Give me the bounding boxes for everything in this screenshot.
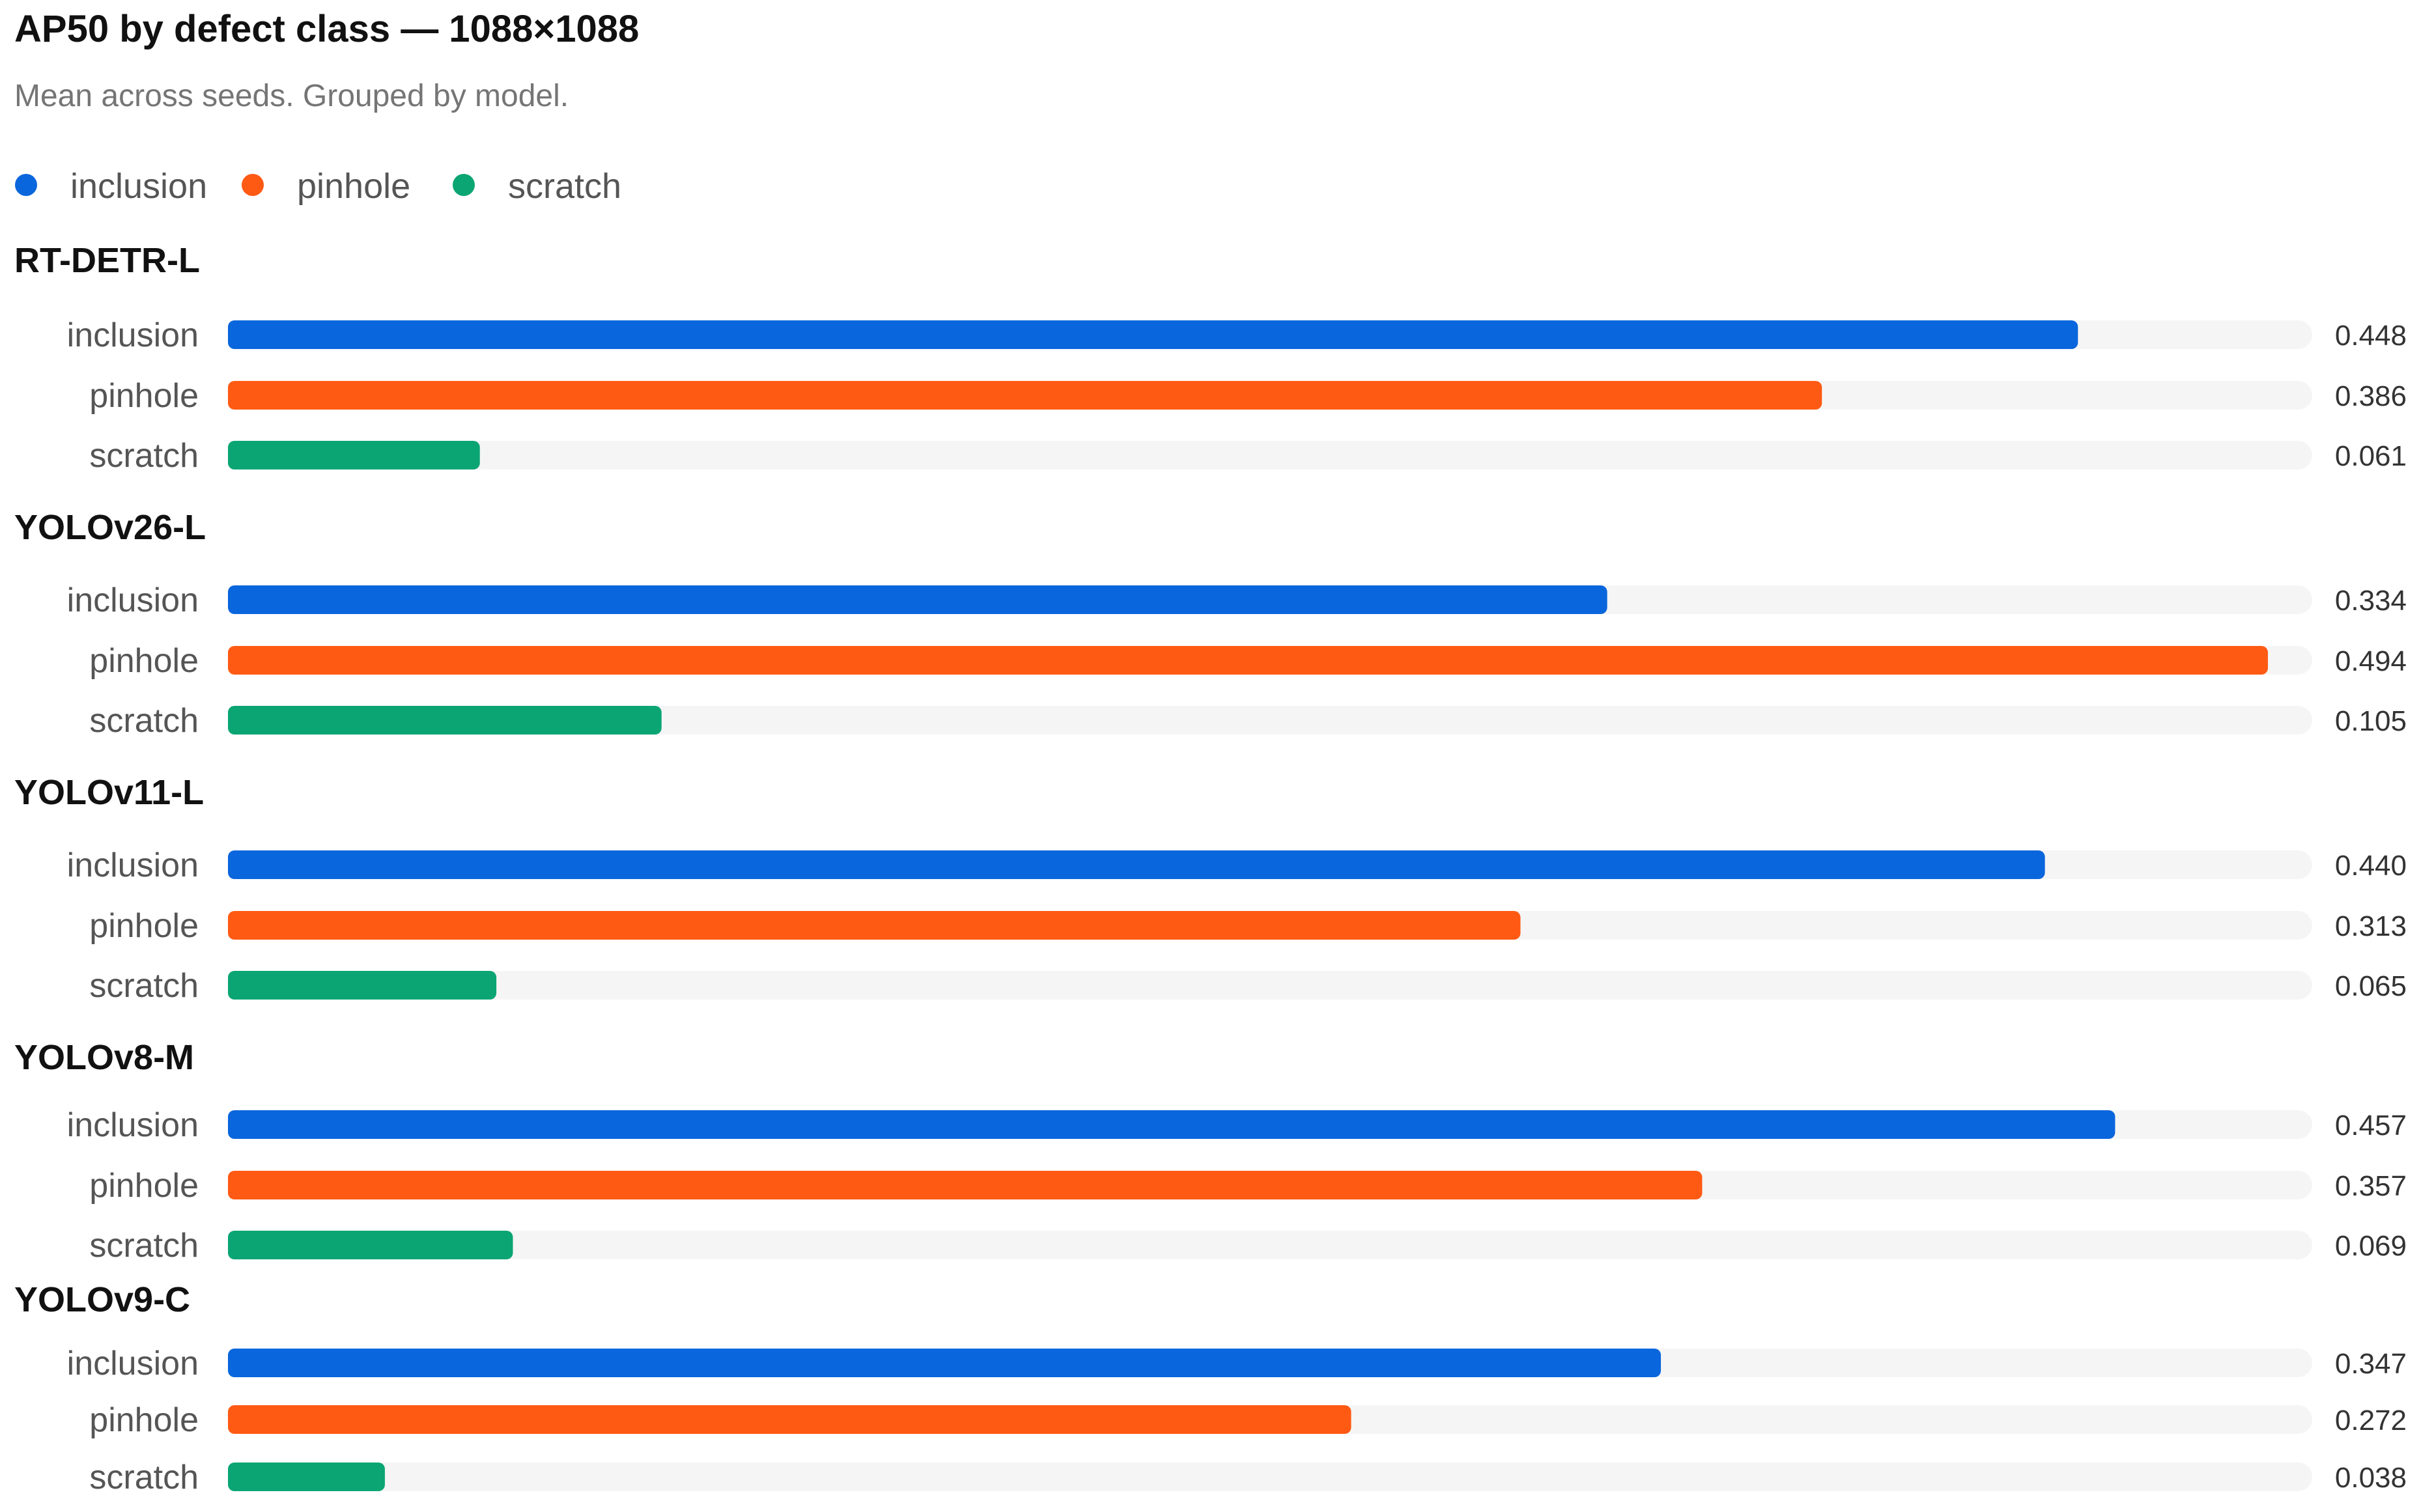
bar-label-inclusion: inclusion [67, 847, 199, 884]
bar-label-scratch: scratch [89, 1459, 199, 1496]
value-label-inclusion: 0.440 [2335, 850, 2407, 882]
bar-scratch [228, 1231, 513, 1259]
value-label-scratch: 0.105 [2335, 705, 2407, 737]
bar-label-scratch: scratch [89, 702, 199, 740]
bar-inclusion [228, 320, 2078, 349]
group-title: YOLOv26-L [14, 508, 206, 547]
value-label-pinhole: 0.357 [2335, 1170, 2407, 1202]
group-title: RT-DETR-L [14, 241, 200, 280]
bar-track [228, 706, 2312, 735]
bar-inclusion [228, 585, 1607, 614]
value-label-pinhole: 0.313 [2335, 910, 2407, 942]
legend-swatch-pinhole [242, 174, 264, 196]
chart-title: AP50 by defect class — 1088×1088 [14, 8, 639, 50]
bar-inclusion [228, 1349, 1661, 1377]
bar-pinhole [228, 1405, 1352, 1434]
bar-pinhole [228, 911, 1521, 940]
legend-label-inclusion: inclusion [70, 167, 207, 206]
legend-label-scratch: scratch [508, 167, 621, 206]
bar-track [228, 1463, 2312, 1491]
bar-pinhole [228, 646, 2268, 675]
value-label-pinhole: 0.272 [2335, 1405, 2407, 1436]
value-label-scratch: 0.065 [2335, 970, 2407, 1002]
bar-label-pinhole: pinhole [89, 1167, 199, 1205]
group-title: YOLOv8-M [14, 1038, 194, 1077]
value-label-pinhole: 0.386 [2335, 380, 2407, 412]
bar-label-scratch: scratch [89, 1227, 199, 1265]
group-title: YOLOv11-L [14, 773, 204, 812]
legend-label-pinhole: pinhole [297, 167, 410, 206]
bar-label-pinhole: pinhole [89, 1401, 199, 1439]
bar-pinhole [228, 381, 1822, 410]
bar-pinhole [228, 1171, 1703, 1199]
bar-label-scratch: scratch [89, 967, 199, 1005]
bar-inclusion [228, 1110, 2116, 1139]
bar-label-inclusion: inclusion [67, 581, 199, 619]
value-label-inclusion: 0.457 [2335, 1110, 2407, 1141]
value-label-scratch: 0.069 [2335, 1230, 2407, 1262]
chart-subtitle: Mean across seeds. Grouped by model. [14, 79, 569, 113]
bar-track [228, 971, 2312, 1000]
legend-swatch-scratch [453, 174, 475, 196]
group-title: YOLOv9-C [14, 1280, 190, 1319]
bar-scratch [228, 971, 497, 1000]
bar-inclusion [228, 850, 2045, 879]
bar-label-inclusion: inclusion [67, 1345, 199, 1382]
bar-label-pinhole: pinhole [89, 907, 199, 945]
bar-label-pinhole: pinhole [89, 377, 199, 415]
bar-label-inclusion: inclusion [67, 1106, 199, 1144]
bar-label-pinhole: pinhole [89, 642, 199, 680]
value-label-inclusion: 0.347 [2335, 1348, 2407, 1380]
bar-scratch [228, 1463, 385, 1491]
value-label-inclusion: 0.334 [2335, 585, 2407, 617]
bar-track [228, 441, 2312, 469]
bar-scratch [228, 706, 662, 735]
bar-scratch [228, 441, 480, 469]
legend-swatch-inclusion [15, 174, 37, 196]
value-label-inclusion: 0.448 [2335, 320, 2407, 352]
value-label-scratch: 0.038 [2335, 1462, 2407, 1494]
bar-track [228, 1231, 2312, 1259]
value-label-pinhole: 0.494 [2335, 645, 2407, 677]
value-label-scratch: 0.061 [2335, 440, 2407, 472]
bar-label-scratch: scratch [89, 437, 199, 475]
bar-label-inclusion: inclusion [67, 316, 199, 354]
